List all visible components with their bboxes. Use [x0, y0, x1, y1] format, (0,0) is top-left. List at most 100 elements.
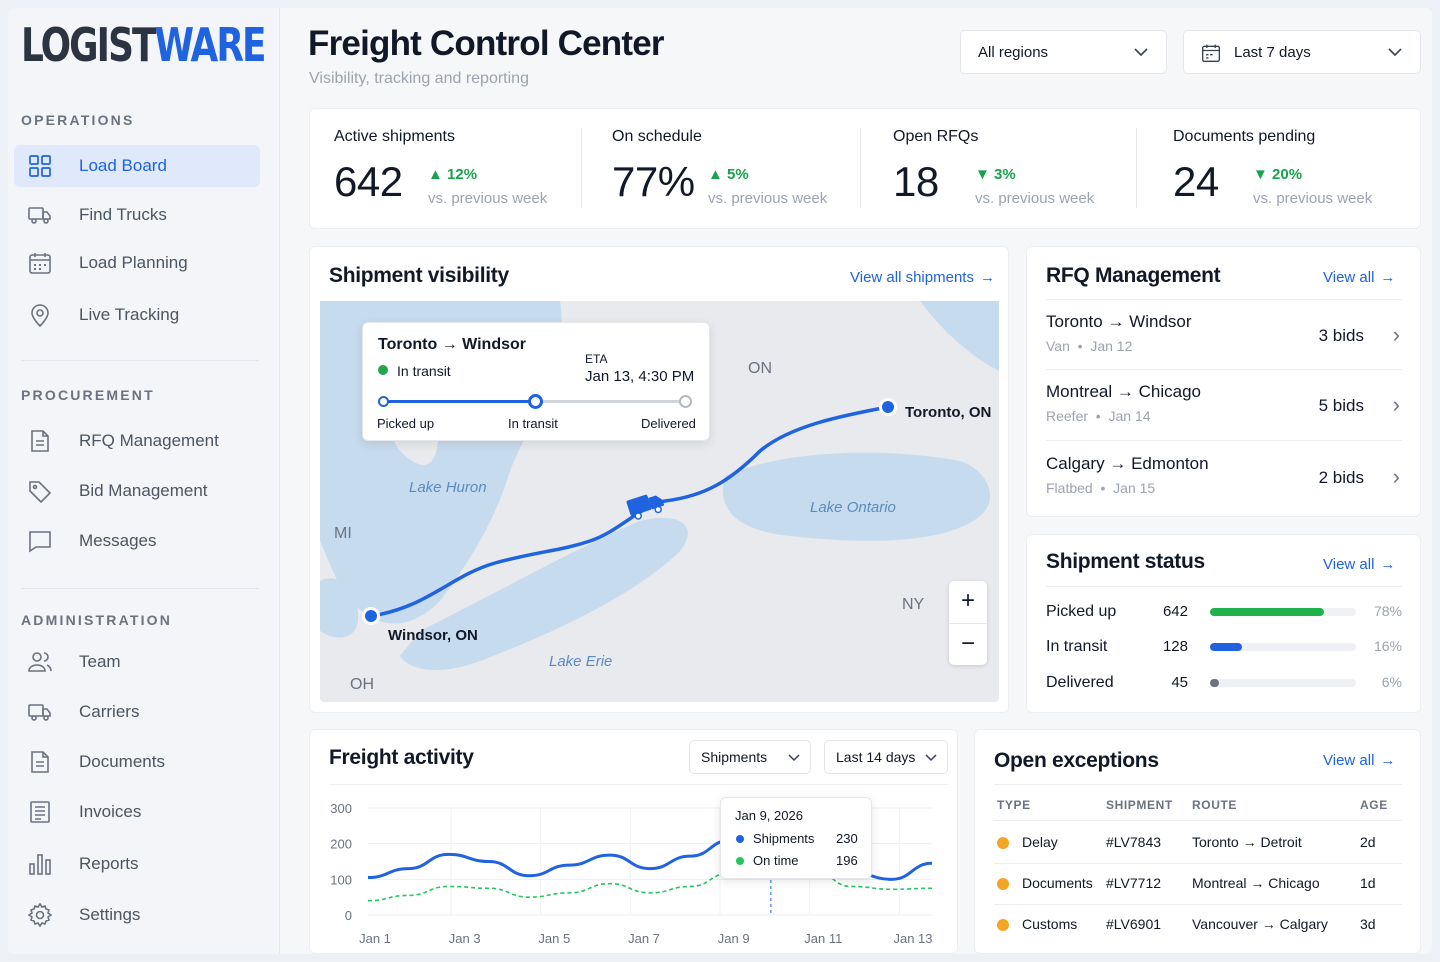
view-all-shipments-link[interactable]: View all shipments →	[850, 269, 995, 286]
truck-marker-icon[interactable]	[626, 490, 666, 521]
activity-title: Freight activity	[329, 746, 474, 769]
exception-type: Customs	[1022, 916, 1078, 932]
arrow-down-icon: ▼	[975, 166, 990, 183]
exception-id: #LV7712	[1106, 875, 1162, 891]
zoom-controls: + −	[949, 581, 987, 665]
map-label-lake-huron: Lake Huron	[409, 479, 487, 496]
sidebar-item-load-board[interactable]: Load Board	[14, 145, 260, 187]
grid-icon	[29, 155, 51, 177]
exceptions-view-all-link[interactable]: View all →	[1323, 752, 1396, 769]
rfq-bids: 3 bids	[1318, 326, 1364, 345]
step-marker	[528, 394, 543, 409]
status-pct: 78%	[1373, 603, 1402, 619]
section-operations: OPERATIONS	[21, 112, 135, 128]
table-row[interactable]: Delay #LV7843 Toronto → Detroit 2d	[994, 834, 1404, 854]
sidebar-item-load-planning[interactable]: Load Planning	[14, 242, 260, 284]
rfq-row[interactable]: Calgary → Edmonton Flatbed • Jan 15 2 bi…	[1046, 454, 1406, 514]
sidebar-item-live-tracking[interactable]: Live Tracking	[14, 294, 260, 336]
kpi-divider	[1136, 128, 1137, 208]
period-select[interactable]: Last 7 days	[1183, 30, 1421, 74]
page-title: Freight Control Center	[308, 24, 665, 63]
col-header-age: AGE	[1360, 798, 1388, 812]
rfq-row[interactable]: Montreal → Chicago Reefer • Jan 14 5 bid…	[1046, 382, 1406, 442]
x-tick-label: Jan 11	[804, 931, 842, 946]
kpi-title: On schedule	[612, 128, 702, 145]
chevron-down-icon	[788, 754, 800, 762]
rfq-route: Calgary → Edmonton	[1046, 454, 1209, 473]
sidebar-item-label: Team	[79, 652, 121, 671]
calendar-icon	[29, 253, 51, 274]
map-label-on: ON	[748, 360, 772, 377]
exceptions-card	[974, 729, 1421, 954]
zoom-in-button[interactable]: +	[960, 587, 975, 614]
kpi-value: 77%	[612, 158, 695, 205]
x-tick-label: Jan 1	[359, 931, 391, 946]
tag-icon	[29, 481, 52, 503]
arrow-right-icon: →	[1109, 454, 1127, 473]
sidebar-item-label: Reports	[79, 854, 139, 873]
region-select[interactable]: All regions	[960, 30, 1167, 74]
rfq-row[interactable]: Toronto → Windsor Van • Jan 12 3 bids ›	[1046, 312, 1406, 372]
exception-age: 3d	[1360, 916, 1376, 932]
exception-id: #LV7843	[1106, 834, 1162, 850]
x-tick-label: Jan 9	[718, 931, 750, 946]
logo: LOGISTWARE	[21, 18, 267, 72]
table-row[interactable]: Customs #LV6901 Vancouver → Calgary 3d	[994, 916, 1404, 936]
kpi-value: 24	[1173, 158, 1219, 205]
popup-route: Toronto → Windsor	[378, 336, 526, 353]
tooltip-label: On time	[753, 853, 799, 868]
chevron-down-icon	[925, 754, 937, 762]
sidebar-item-label: Load Planning	[79, 253, 188, 272]
rfq-route: Toronto → Windsor	[1046, 312, 1192, 331]
sidebar-item-team[interactable]: Team	[14, 641, 260, 683]
sidebar-item-reports[interactable]: Reports	[14, 843, 260, 885]
sidebar-item-invoices[interactable]: Invoices	[14, 791, 260, 833]
activity-chart[interactable]: 0 100 200 300 Jan 1 Jan 3 Jan 5 Jan 7 Jan 9 Jan 1…	[320, 795, 950, 950]
users-icon	[28, 652, 52, 672]
arrow-right-icon: →	[1116, 382, 1134, 401]
sidebar-item-carriers[interactable]: Carriers	[14, 691, 260, 733]
warning-dot	[997, 919, 1009, 931]
shipment-popup[interactable]: Toronto → Windsor In transit ETA Jan 13,…	[362, 322, 710, 441]
map-label-lake-ontario: Lake Ontario	[810, 499, 896, 516]
zoom-out-button[interactable]: −	[960, 630, 975, 657]
rfq-view-all-link[interactable]: View all →	[1323, 269, 1396, 286]
sidebar-item-messages[interactable]: Messages	[14, 520, 260, 562]
tooltip-value: 196	[836, 853, 858, 868]
chevron-right-icon: ›	[1392, 392, 1400, 417]
sidebar-item-bid-management[interactable]: Bid Management	[14, 470, 260, 512]
table-row[interactable]: Documents #LV7712 Montreal → Chicago 1d	[994, 875, 1404, 895]
sidebar-item-label: Bid Management	[79, 481, 208, 500]
kpi-title: Active shipments	[334, 128, 455, 145]
sidebar-item-documents[interactable]: Documents	[14, 741, 260, 783]
page-subtitle: Visibility, tracking and reporting	[309, 70, 529, 87]
kpi-title: Open RFQs	[893, 128, 979, 145]
status-view-all-link[interactable]: View all →	[1323, 556, 1396, 573]
arrow-right-icon: →	[1107, 312, 1125, 331]
tooltip-value: 230	[836, 831, 858, 846]
range-select[interactable]: Last 14 days	[824, 740, 948, 774]
step-label: In transit	[508, 416, 558, 431]
kpi-title: Documents pending	[1173, 128, 1316, 145]
document-icon	[31, 430, 49, 452]
status-title: Shipment status	[1046, 550, 1205, 573]
progress-remaining	[536, 400, 686, 403]
range-select-value: Last 14 days	[836, 749, 916, 765]
sidebar-item-settings[interactable]: Settings	[14, 894, 260, 936]
rfq-bids: 5 bids	[1318, 396, 1364, 415]
arrow-down-icon: ▼	[1253, 166, 1268, 183]
sidebar-item-label: Invoices	[79, 802, 142, 821]
rfq-meta: Van • Jan 12	[1046, 338, 1133, 354]
metric-select[interactable]: Shipments	[689, 740, 811, 774]
status-count: 128	[1162, 638, 1188, 655]
exception-id: #LV6901	[1106, 916, 1162, 932]
step-label: Picked up	[377, 416, 435, 431]
sidebar-item-rfq-management[interactable]: RFQ Management	[14, 420, 260, 462]
x-tick-label: Jan 3	[449, 931, 481, 946]
divider	[21, 360, 259, 361]
exception-type: Documents	[1022, 875, 1093, 891]
status-row: In transit 128 16%	[1046, 638, 1402, 658]
sidebar-item-find-trucks[interactable]: Find Trucks	[14, 194, 260, 236]
col-header-type: TYPE	[997, 798, 1031, 812]
kpi-note: vs. previous week	[708, 190, 828, 207]
